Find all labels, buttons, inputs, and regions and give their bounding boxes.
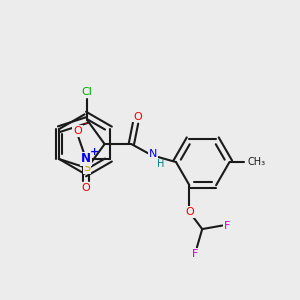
Text: F: F bbox=[224, 220, 230, 230]
Text: ⁻: ⁻ bbox=[82, 121, 88, 131]
Text: N: N bbox=[81, 152, 91, 165]
Text: O: O bbox=[185, 207, 194, 217]
Text: +: + bbox=[90, 147, 99, 158]
Text: Cl: Cl bbox=[82, 87, 93, 97]
Text: S: S bbox=[84, 163, 91, 173]
Text: N: N bbox=[148, 149, 157, 159]
Text: H: H bbox=[158, 159, 165, 169]
Text: F: F bbox=[192, 249, 199, 259]
Text: CH₃: CH₃ bbox=[248, 157, 266, 167]
Text: O: O bbox=[82, 183, 90, 193]
Text: O: O bbox=[73, 126, 82, 136]
Text: O: O bbox=[133, 112, 142, 122]
